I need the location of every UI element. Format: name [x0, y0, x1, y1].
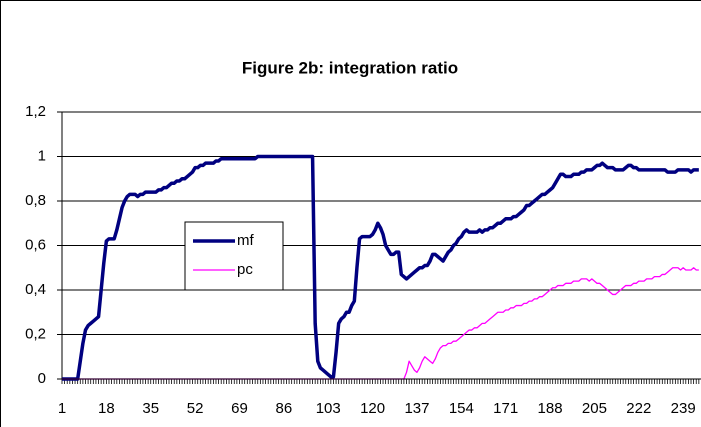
x-tick-label: 222	[626, 400, 651, 417]
y-tick-label: 0	[38, 370, 46, 387]
x-tick-label: 18	[98, 400, 115, 417]
x-tick-label: 120	[360, 400, 385, 417]
y-tick-label: 0,2	[25, 325, 46, 342]
y-tick-label: 0,8	[25, 192, 46, 209]
x-tick-label: 137	[404, 400, 429, 417]
x-tick-label: 1	[58, 400, 66, 417]
x-tick-label: 239	[671, 400, 696, 417]
x-tick-label: 171	[493, 400, 518, 417]
x-tick-label: 52	[187, 400, 204, 417]
y-tick-label: 1,2	[25, 103, 46, 120]
x-tick-label: 35	[142, 400, 159, 417]
series-line	[62, 154, 699, 381]
x-tick-label: 205	[582, 400, 607, 417]
x-tick-label: 154	[449, 400, 474, 417]
legend-box	[184, 221, 284, 291]
x-tick-label: 69	[231, 400, 248, 417]
legend-label: pc	[237, 261, 253, 278]
legend-label: mf	[237, 232, 254, 249]
x-tick-label: 188	[538, 400, 563, 417]
chart-title: Figure 2b: integration ratio	[242, 58, 458, 77]
y-tick-label: 0,6	[25, 236, 46, 253]
x-tick-label: 103	[316, 400, 341, 417]
y-tick-label: 1	[38, 147, 46, 164]
x-tick-label: 86	[276, 400, 293, 417]
y-tick-label: 0,4	[25, 281, 46, 298]
